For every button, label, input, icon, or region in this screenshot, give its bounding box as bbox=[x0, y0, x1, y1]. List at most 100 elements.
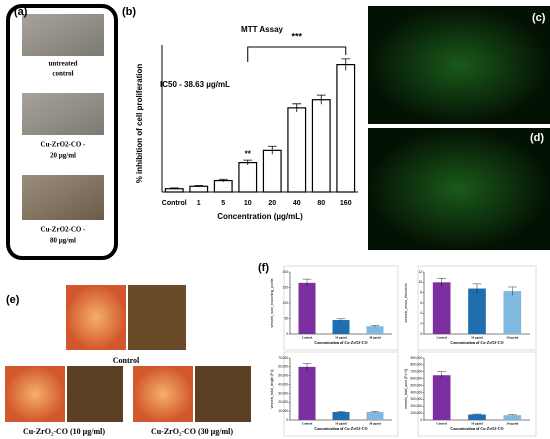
error-bar bbox=[472, 413, 482, 415]
error-bar bbox=[370, 411, 380, 413]
plot-frame bbox=[417, 265, 537, 351]
x-tick-label: 20 bbox=[268, 200, 276, 207]
y-tick-label: 0 bbox=[286, 332, 288, 336]
x-axis-label: Concentration of Cu-ZrO2-CO bbox=[314, 340, 367, 345]
caption: 20 µg/ml bbox=[50, 152, 76, 160]
y-tick-label: 100,000 bbox=[410, 411, 422, 415]
error-bar bbox=[243, 159, 253, 166]
bar bbox=[336, 63, 356, 193]
error-bar bbox=[302, 363, 312, 371]
chart-title: MTT Assay bbox=[241, 25, 283, 34]
caption: Control bbox=[113, 356, 140, 365]
bar bbox=[432, 282, 451, 334]
x-tick-label: 30 µg/ml bbox=[506, 422, 518, 426]
x-tick-label: 80 bbox=[317, 200, 325, 207]
x-tick-label: Control bbox=[162, 200, 187, 207]
y-tick-label: 900,000 bbox=[410, 356, 422, 360]
x-tick-label: 30 µg/ml bbox=[369, 336, 381, 340]
error-bar bbox=[437, 278, 447, 287]
panel-label: (d) bbox=[530, 132, 544, 144]
y-axis-label: vessels_mean_thickness bbox=[404, 283, 408, 322]
error-bar bbox=[341, 58, 351, 71]
caption: Cu-ZrO2-CO - bbox=[41, 141, 87, 149]
error-bar bbox=[194, 185, 204, 188]
significance-bracket bbox=[247, 46, 347, 62]
fluorescence-image bbox=[368, 6, 550, 124]
panel-label: (f) bbox=[258, 262, 269, 274]
error-bar bbox=[302, 278, 312, 287]
x-tick-label: 5 bbox=[221, 200, 225, 207]
error-bar bbox=[267, 145, 277, 155]
bar bbox=[503, 415, 522, 420]
y-tick-label: 30,000 bbox=[278, 391, 288, 395]
y-axis-label: vessels_total_length [Px] bbox=[270, 370, 274, 409]
y-tick-label: 70,000 bbox=[278, 356, 288, 360]
annotation: *** bbox=[291, 31, 302, 41]
y-tick-label: 800,000 bbox=[410, 363, 422, 367]
x-tick-label: 10 µg/ml bbox=[471, 422, 483, 426]
egg-image bbox=[67, 366, 123, 422]
y-tick-label: 60,000 bbox=[278, 365, 288, 369]
x-tick-label: 30 µg/ml bbox=[369, 422, 381, 426]
y-tick-label: 0 bbox=[286, 418, 288, 422]
y-tick-label: 200,000 bbox=[410, 404, 422, 408]
y-tick-label: 100 bbox=[283, 301, 289, 305]
x-tick-label: 160 bbox=[340, 200, 352, 207]
error-bar bbox=[370, 325, 380, 328]
plot-frame bbox=[283, 265, 399, 351]
y-tick-label: 8 bbox=[420, 291, 422, 295]
y-tick-label: 200 bbox=[283, 270, 289, 274]
bar bbox=[332, 320, 350, 334]
x-tick-label: 30 µg/ml bbox=[506, 336, 518, 340]
bar bbox=[332, 412, 350, 420]
bar bbox=[238, 162, 258, 193]
error-bar bbox=[292, 103, 302, 112]
egg-image bbox=[133, 366, 193, 422]
y-tick-label: 2 bbox=[420, 322, 422, 326]
y-tick-label: 40,000 bbox=[278, 382, 288, 386]
x-tick-label: 10 µg/ml bbox=[335, 422, 347, 426]
bar bbox=[287, 107, 307, 193]
y-tick-label: 6 bbox=[420, 301, 422, 305]
x-axis-label: Concentration (µg/mL) bbox=[217, 212, 303, 221]
x-tick-label: Control bbox=[302, 422, 313, 426]
y-tick-label: 150 bbox=[283, 285, 289, 289]
caption: untreated bbox=[48, 60, 77, 68]
bar bbox=[366, 412, 384, 420]
bar bbox=[503, 291, 522, 334]
bar bbox=[262, 149, 282, 193]
bar bbox=[366, 326, 384, 334]
x-tick-label: Control bbox=[436, 336, 447, 340]
y-tick-label: 500,000 bbox=[410, 383, 422, 387]
y-tick-label: 700,000 bbox=[410, 370, 422, 374]
plot-frame bbox=[283, 351, 399, 437]
bar bbox=[298, 282, 316, 334]
caption: 80 µg/ml bbox=[50, 237, 76, 245]
x-tick-label: 1 bbox=[197, 200, 201, 207]
bar bbox=[432, 375, 451, 420]
x-tick-label: 10 bbox=[244, 200, 252, 207]
error-bar bbox=[507, 414, 517, 416]
caption: Cu-ZrO₂-CO (30 µg/ml) bbox=[151, 427, 233, 436]
error-bar bbox=[507, 286, 517, 296]
y-tick-label: 12 bbox=[418, 270, 422, 274]
x-tick-label: 10 µg/ml bbox=[471, 336, 483, 340]
x-axis-label: Concentration of Cu-ZrO2-CO bbox=[314, 426, 367, 431]
caption: control bbox=[52, 70, 73, 78]
fluorescence-image bbox=[368, 128, 550, 250]
error-bar bbox=[437, 371, 447, 379]
y-axis-label: vessels_total_area [Px^2] bbox=[404, 369, 408, 409]
y-tick-label: 10,000 bbox=[278, 409, 288, 413]
x-tick-label: Control bbox=[302, 336, 313, 340]
egg-image bbox=[128, 285, 186, 350]
error-bar bbox=[336, 411, 346, 413]
bar bbox=[311, 99, 331, 193]
plot-frame bbox=[417, 351, 537, 437]
y-tick-label: 50,000 bbox=[278, 374, 288, 378]
y-tick-label: 0 bbox=[420, 418, 422, 422]
egg-image bbox=[5, 366, 65, 422]
y-tick-label: 300,000 bbox=[410, 397, 422, 401]
y-axis-label: % inhibition of cell proliferation bbox=[135, 64, 144, 184]
bar bbox=[298, 366, 316, 420]
y-tick-label: 50 bbox=[284, 316, 288, 320]
